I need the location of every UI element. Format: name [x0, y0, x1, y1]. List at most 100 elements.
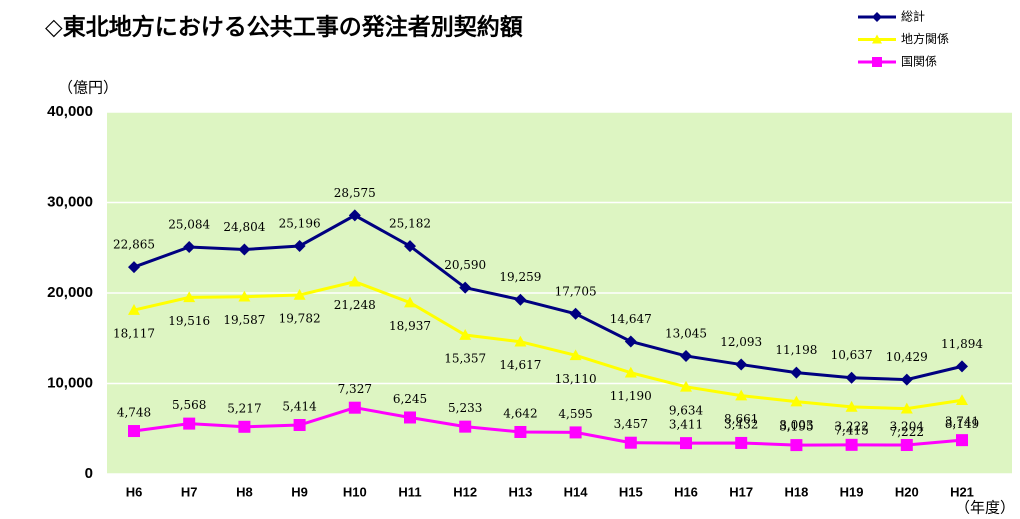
marker	[872, 57, 882, 67]
data-label: 13,045	[665, 326, 707, 340]
marker	[735, 358, 748, 371]
y-tick-label: 40,000	[47, 103, 93, 120]
chart-title: ◇東北地方における公共工事の発注者別契約額	[45, 14, 523, 41]
x-tick-label: H13	[508, 484, 532, 499]
data-label: 13,110	[555, 372, 597, 386]
data-label: 5,217	[227, 401, 261, 415]
y-tick-label: 30,000	[47, 193, 93, 210]
data-label: 8,661	[724, 412, 758, 426]
marker	[238, 243, 251, 256]
data-label: 11,894	[941, 337, 983, 351]
marker	[128, 425, 140, 438]
data-label: 3,741	[945, 415, 979, 429]
marker	[900, 439, 913, 452]
data-label: 6,245	[393, 392, 427, 406]
marker	[183, 417, 196, 430]
marker	[459, 281, 472, 294]
data-label: 7,415	[834, 423, 868, 437]
marker	[348, 209, 361, 222]
data-label: 7,327	[338, 382, 372, 396]
data-label: 25,182	[389, 217, 431, 231]
data-label: 17,705	[555, 284, 597, 298]
data-label: 3,204	[890, 420, 925, 434]
data-label: 4,642	[503, 406, 537, 420]
marker	[459, 329, 472, 340]
legend-label: 国関係	[901, 55, 937, 69]
marker	[128, 261, 140, 274]
y-axis-label: （億円）	[58, 79, 118, 97]
marker	[404, 296, 416, 308]
data-label: 3,411	[669, 418, 703, 432]
data-label: 11,190	[610, 389, 652, 403]
series-line	[133, 406, 963, 447]
data-label: 5,414	[282, 400, 317, 414]
data-label: 10,637	[831, 348, 873, 362]
x-tick-label: H17	[729, 484, 753, 499]
marker	[238, 420, 251, 433]
marker	[790, 439, 803, 452]
marker	[293, 288, 306, 300]
marker	[348, 401, 361, 414]
series-line	[133, 213, 963, 382]
data-label: 19,516	[168, 314, 210, 328]
marker	[790, 395, 803, 407]
x-tick-label: H9	[291, 484, 308, 499]
data-label: 22,865	[113, 238, 155, 252]
marker	[790, 366, 803, 379]
marker	[872, 12, 882, 22]
x-tick-label: H18	[784, 484, 808, 499]
data-label: 15,357	[444, 352, 486, 366]
marker	[900, 402, 913, 414]
data-label: 28,575	[334, 186, 376, 200]
y-tick-label: 10,000	[47, 374, 93, 391]
data-label: 24,804	[223, 220, 265, 234]
data-label: 18,117	[113, 327, 155, 341]
marker	[845, 438, 858, 451]
data-label: 25,196	[279, 216, 321, 230]
marker	[872, 34, 882, 44]
marker	[680, 437, 692, 450]
marker	[956, 394, 968, 406]
x-tick-label: H8	[236, 484, 253, 499]
marker	[569, 426, 582, 439]
data-label: 4,595	[558, 407, 592, 421]
data-label: 19,587	[223, 313, 265, 327]
x-tick-label: H16	[674, 484, 698, 499]
x-tick-label: H12	[453, 484, 477, 499]
marker	[956, 360, 968, 373]
legend-label: 総計	[901, 9, 925, 24]
x-tick-label: H14	[564, 484, 589, 499]
x-tick-label: H20	[895, 484, 919, 499]
x-tick-label: H15	[619, 484, 643, 499]
data-label: 14,617	[499, 358, 541, 372]
data-label: 3,432	[724, 417, 758, 431]
x-tick-label: H21	[950, 484, 974, 499]
y-tick-label: 20,000	[47, 284, 93, 301]
data-label: 5,568	[172, 398, 206, 412]
marker	[459, 420, 472, 433]
marker	[624, 335, 637, 348]
data-label: 7,222	[890, 425, 924, 439]
data-label: 19,259	[499, 270, 541, 284]
data-label: 19,782	[279, 311, 321, 325]
series-line	[133, 280, 963, 411]
marker	[845, 400, 858, 412]
marker	[183, 291, 196, 303]
x-axis-label: （年度）	[955, 499, 1015, 517]
marker	[238, 290, 251, 302]
marker	[569, 349, 582, 361]
marker	[514, 335, 527, 347]
data-label: 10,429	[886, 350, 928, 364]
data-label: 8,003	[779, 418, 813, 432]
marker	[735, 436, 748, 449]
marker	[956, 434, 968, 447]
y-tick-label: 0	[85, 465, 93, 482]
marker	[569, 307, 582, 320]
data-label: 11,198	[775, 343, 817, 357]
data-label: 3,222	[834, 419, 868, 433]
data-label: 4,748	[117, 406, 151, 420]
data-label: 8,149	[945, 417, 979, 431]
data-label: 25,084	[168, 217, 210, 231]
marker	[293, 239, 306, 252]
